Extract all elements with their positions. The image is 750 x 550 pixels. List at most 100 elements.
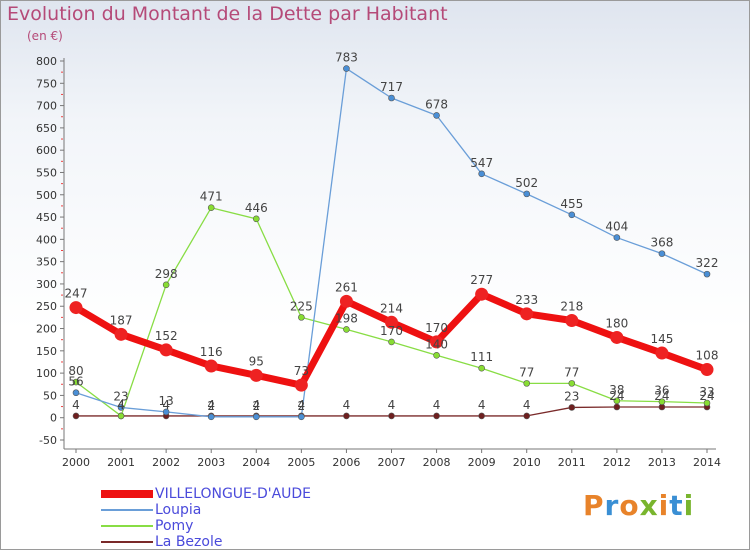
data-label: 23 (113, 389, 128, 403)
x-tick-label: 2013 (648, 456, 676, 469)
data-point (343, 326, 350, 333)
y-tick-label: 450 (36, 211, 57, 224)
y-tick-label: 550 (36, 166, 57, 179)
data-label: 4 (433, 398, 441, 412)
data-label: 2 (298, 399, 306, 413)
x-tick-label: 2008 (423, 456, 451, 469)
data-label: 4 (298, 398, 306, 412)
data-point (388, 94, 395, 102)
data-point (478, 170, 485, 178)
x-tick-label: 2006 (332, 456, 360, 469)
x-tick-label: 2003 (197, 456, 225, 469)
data-point (162, 281, 170, 289)
data-label: 23 (564, 389, 579, 403)
data-label: 77 (564, 365, 579, 379)
data-point (294, 378, 308, 392)
data-label: 502 (515, 176, 538, 190)
data-point (207, 413, 215, 421)
y-tick-label: 750 (36, 77, 57, 90)
data-label: 73 (294, 364, 309, 378)
data-label: 4 (117, 398, 125, 412)
data-label: 36 (654, 384, 669, 398)
data-point (298, 413, 305, 421)
logo-letter: r (604, 489, 620, 522)
data-label: 218 (560, 300, 583, 314)
chart-title: Evolution du Montant de la Dette par Hab… (7, 3, 448, 25)
legend-swatch-villelongue (101, 490, 153, 498)
x-tick-label: 2002 (152, 456, 180, 469)
legend-swatch-loupia (101, 509, 153, 511)
data-point (613, 403, 621, 411)
data-point (610, 330, 624, 344)
data-label: 783 (335, 51, 358, 65)
y-tick-label: 200 (36, 323, 57, 336)
data-point (478, 364, 485, 372)
data-label: 77 (519, 365, 534, 379)
y-tick-label: 700 (36, 100, 57, 113)
data-label: 547 (470, 156, 493, 170)
y-tick-label: 650 (36, 122, 57, 135)
data-point (703, 270, 711, 278)
x-tick-label: 2011 (558, 456, 586, 469)
x-tick-label: 2012 (603, 456, 631, 469)
data-point (72, 378, 80, 386)
y-tick-label: 600 (36, 144, 57, 157)
proxiti-logo: Proxiti (583, 489, 694, 522)
data-label: 108 (696, 349, 719, 363)
logo-letter: o (619, 489, 640, 522)
data-label: 140 (425, 337, 448, 351)
data-point (703, 399, 711, 407)
data-label: 80 (68, 364, 83, 378)
y-tick-label: 250 (36, 300, 57, 313)
data-label: 56 (68, 375, 83, 389)
data-label: 4 (207, 398, 215, 412)
data-point (343, 412, 350, 420)
data-point (388, 338, 395, 346)
data-label: 247 (65, 287, 88, 301)
data-label: 33 (699, 385, 714, 399)
data-point (478, 412, 485, 420)
data-label: 170 (425, 321, 448, 335)
data-point (385, 315, 398, 329)
x-tick-label: 2009 (468, 456, 496, 469)
series-line-1 (75, 67, 708, 418)
data-label: 38 (609, 383, 624, 397)
logo-letter: i (683, 489, 695, 522)
data-label: 95 (249, 354, 264, 368)
data-point (249, 368, 263, 382)
data-label: 4 (388, 398, 396, 412)
data-label: 446 (245, 201, 268, 215)
data-point (114, 327, 128, 341)
logo-letter: P (583, 489, 605, 522)
data-point (475, 287, 489, 301)
data-point (162, 408, 170, 416)
data-label: 187 (110, 313, 133, 327)
y-tick-label: 50 (43, 389, 57, 402)
data-point (72, 389, 80, 397)
data-point (117, 404, 125, 411)
data-label: 277 (470, 273, 493, 287)
data-point (388, 412, 395, 420)
data-label: 13 (159, 394, 174, 408)
x-tick-label: 2014 (693, 456, 721, 469)
data-point (523, 412, 531, 420)
data-label: 678 (425, 97, 448, 111)
data-point (613, 397, 621, 405)
data-label: 170 (380, 324, 403, 338)
data-label: 4 (252, 398, 260, 412)
data-point (72, 412, 80, 420)
data-point (523, 380, 531, 387)
y-tick-label: 400 (36, 233, 57, 246)
x-tick-label: 2000 (62, 456, 90, 469)
data-label: 2 (252, 399, 260, 413)
data-label: 214 (380, 301, 403, 315)
data-label: 4 (117, 398, 125, 412)
data-label: 404 (605, 220, 628, 234)
data-label: 2 (207, 399, 215, 413)
data-point (298, 314, 305, 321)
legend-label-loupia: Loupia (155, 502, 202, 518)
legend-swatch-la-bezole (101, 541, 153, 543)
legend-label-la-bezole: La Bezole (155, 534, 223, 550)
data-point (568, 211, 576, 219)
data-point (252, 215, 260, 223)
